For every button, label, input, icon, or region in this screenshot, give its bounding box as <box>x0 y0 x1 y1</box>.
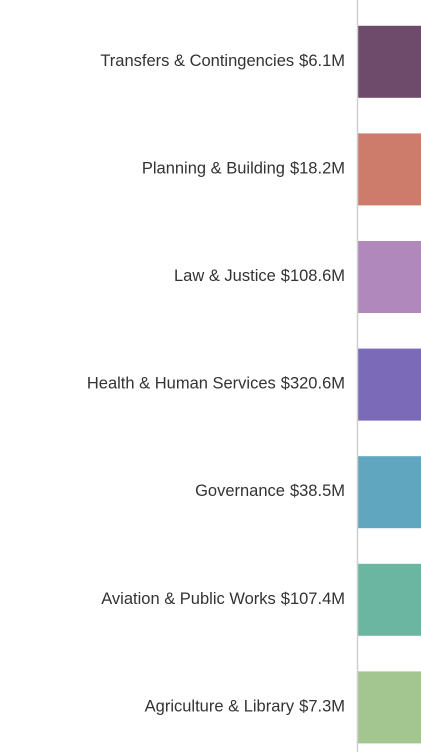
bar <box>358 241 421 313</box>
bar-label: Governance $38.5M <box>195 483 345 501</box>
value-label: $320.6M <box>281 375 345 393</box>
category-label: Planning & Building <box>142 160 285 178</box>
category-label: Law & Justice <box>174 267 276 285</box>
value-label: $38.5M <box>290 483 345 501</box>
plot-area <box>358 25 421 744</box>
category-label: Health & Human Services <box>87 375 276 393</box>
value-label: $18.2M <box>290 160 345 178</box>
value-label: $107.4M <box>281 590 345 608</box>
bar-label: Transfers & Contingencies $6.1M <box>100 52 345 70</box>
value-label: $7.3M <box>299 698 345 716</box>
bar <box>358 133 421 206</box>
category-label: Governance <box>195 483 285 501</box>
category-label: Aviation & Public Works <box>101 590 276 608</box>
category-label: Transfers & Contingencies <box>100 52 294 70</box>
bar <box>358 456 421 529</box>
bar-label: Planning & Building $18.2M <box>142 160 345 178</box>
bar <box>358 671 421 744</box>
category-label: Agriculture & Library <box>145 698 295 716</box>
bar <box>358 348 421 421</box>
value-label: $6.1M <box>299 52 345 70</box>
bar-label: Aviation & Public Works $107.4M <box>101 590 345 608</box>
bar-label: Health & Human Services $320.6M <box>87 375 345 393</box>
value-label: $108.6M <box>281 267 345 285</box>
bar-label: Agriculture & Library $7.3M <box>145 698 345 716</box>
bar <box>358 25 421 98</box>
bar-label: Law & Justice $108.6M <box>174 267 345 285</box>
bar <box>358 563 421 636</box>
